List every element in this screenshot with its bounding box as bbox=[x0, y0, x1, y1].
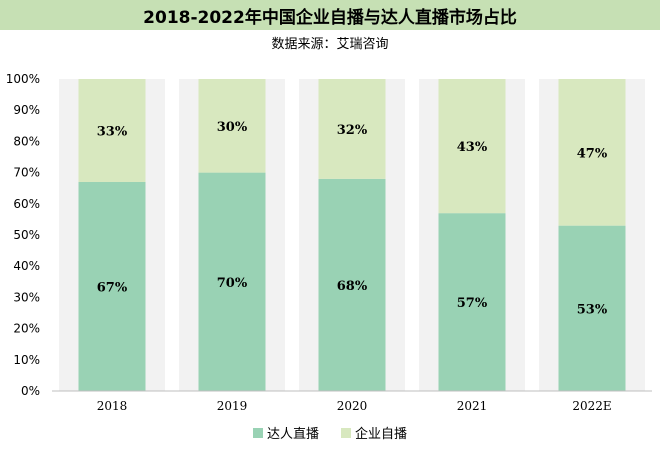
bar-segment bbox=[78, 79, 146, 182]
legend-swatch-series-1 bbox=[252, 427, 263, 438]
y-tick-label: 20% bbox=[13, 322, 40, 336]
y-tick-label: 50% bbox=[13, 228, 40, 242]
y-tick-label: 70% bbox=[13, 166, 40, 180]
bar-segment bbox=[558, 225, 626, 391]
y-tick-label: 100% bbox=[6, 72, 40, 86]
y-tick-label: 90% bbox=[13, 103, 40, 117]
chart-legend: 达人直播 企业自播 bbox=[0, 423, 660, 442]
bar-segment bbox=[438, 213, 506, 391]
x-tick-label: 2020 bbox=[337, 399, 368, 413]
data-label: 70% bbox=[217, 276, 248, 291]
data-label: 53% bbox=[577, 302, 608, 317]
chart-source: 数据来源：艾瑞咨询 bbox=[271, 37, 389, 52]
x-tick-label: 2019 bbox=[217, 399, 248, 413]
y-tick-label: 40% bbox=[13, 259, 40, 273]
y-tick-label: 30% bbox=[13, 290, 40, 304]
data-label: 43% bbox=[457, 140, 488, 155]
bar-segment bbox=[318, 178, 386, 391]
legend-label-series-1: 达人直播 bbox=[266, 427, 319, 442]
data-label: 67% bbox=[97, 280, 128, 295]
legend-item-series-1: 达人直播 bbox=[252, 423, 319, 442]
bar-segment bbox=[558, 79, 626, 226]
legend-swatch-series-2 bbox=[341, 427, 351, 438]
bar-segment bbox=[78, 181, 146, 391]
data-label: 30% bbox=[217, 120, 248, 135]
bar-segment bbox=[198, 172, 266, 391]
y-tick-label: 10% bbox=[13, 353, 40, 367]
title-bar: 2018-2022年中国企业自播与达人直播市场占比 bbox=[0, 0, 660, 30]
data-label: 33% bbox=[97, 124, 128, 139]
x-tick-label: 2018 bbox=[97, 399, 128, 413]
bar-segment bbox=[318, 79, 386, 179]
x-tick-label: 2021 bbox=[457, 399, 488, 413]
data-label: 32% bbox=[337, 123, 368, 138]
data-label: 57% bbox=[457, 296, 488, 311]
legend-label-series-2: 企业自播 bbox=[355, 427, 408, 442]
data-label: 47% bbox=[577, 146, 608, 161]
bar-segment bbox=[438, 79, 506, 214]
y-tick-label: 0% bbox=[21, 384, 40, 398]
x-tick-label: 2022E bbox=[572, 399, 611, 413]
chart-title: 2018-2022年中国企业自播与达人直播市场占比 bbox=[143, 7, 517, 28]
bar-segment bbox=[198, 79, 266, 173]
y-tick-label: 60% bbox=[13, 197, 40, 211]
y-tick-label: 80% bbox=[13, 134, 40, 148]
legend-item-series-2: 企业自播 bbox=[341, 423, 407, 442]
data-label: 68% bbox=[337, 279, 368, 294]
